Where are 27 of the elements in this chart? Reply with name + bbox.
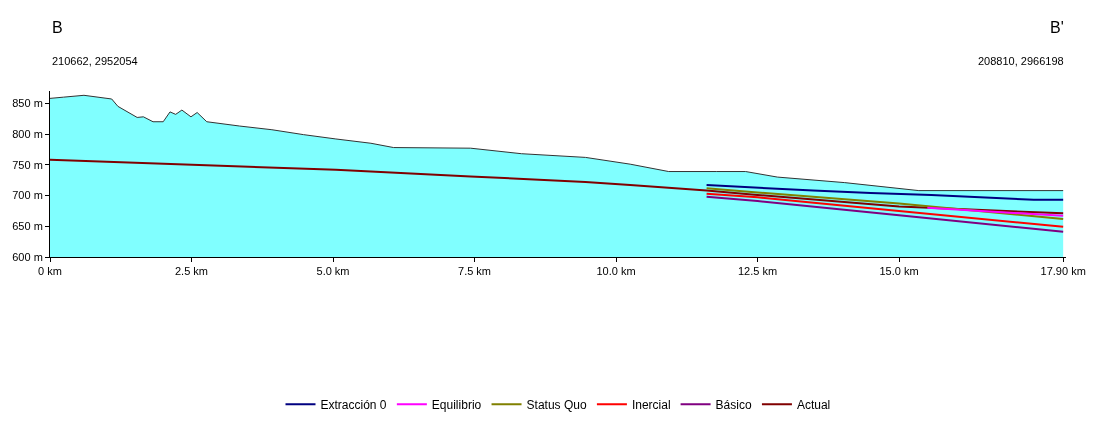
legend-label: Extracción 0 [320, 397, 387, 412]
legend-label: Status Quo [526, 397, 587, 412]
x-tick-label: 5.0 km [316, 265, 350, 278]
line-series [50, 158, 1065, 215]
legend-label: Básico [715, 397, 752, 412]
legend-label: Inercial [631, 397, 671, 412]
text: B [52, 19, 63, 36]
x-tick-label: 0 km [38, 265, 62, 278]
text: 210662, 2952054 [52, 55, 138, 67]
x-tick-label: 2.5 km [174, 265, 209, 278]
x-tick-label: 7.5 km [458, 265, 492, 278]
text: B' [1050, 19, 1064, 36]
x-tick-label: 12.5 km [737, 265, 778, 278]
y-tick-label: 750 m [12, 158, 43, 171]
y-tick-label: 600 m [12, 250, 43, 263]
text: 208810, 2966198 [978, 55, 1064, 67]
x-tick-label: 17.90 km [1040, 265, 1086, 278]
y-tick-label: 800 m [12, 127, 43, 140]
line-series [705, 184, 1065, 201]
legend-label: Actual [796, 397, 831, 412]
line-series [705, 187, 1065, 220]
y-tick-label: 650 m [12, 220, 43, 233]
y-tick-label: 850 m [12, 97, 43, 110]
x-tick-label: 15.0 km [879, 265, 919, 278]
x-tick-label: 10.0 km [596, 265, 636, 278]
legend-label: Equilibrio [431, 397, 482, 412]
y-tick-label: 700 m [12, 189, 43, 202]
